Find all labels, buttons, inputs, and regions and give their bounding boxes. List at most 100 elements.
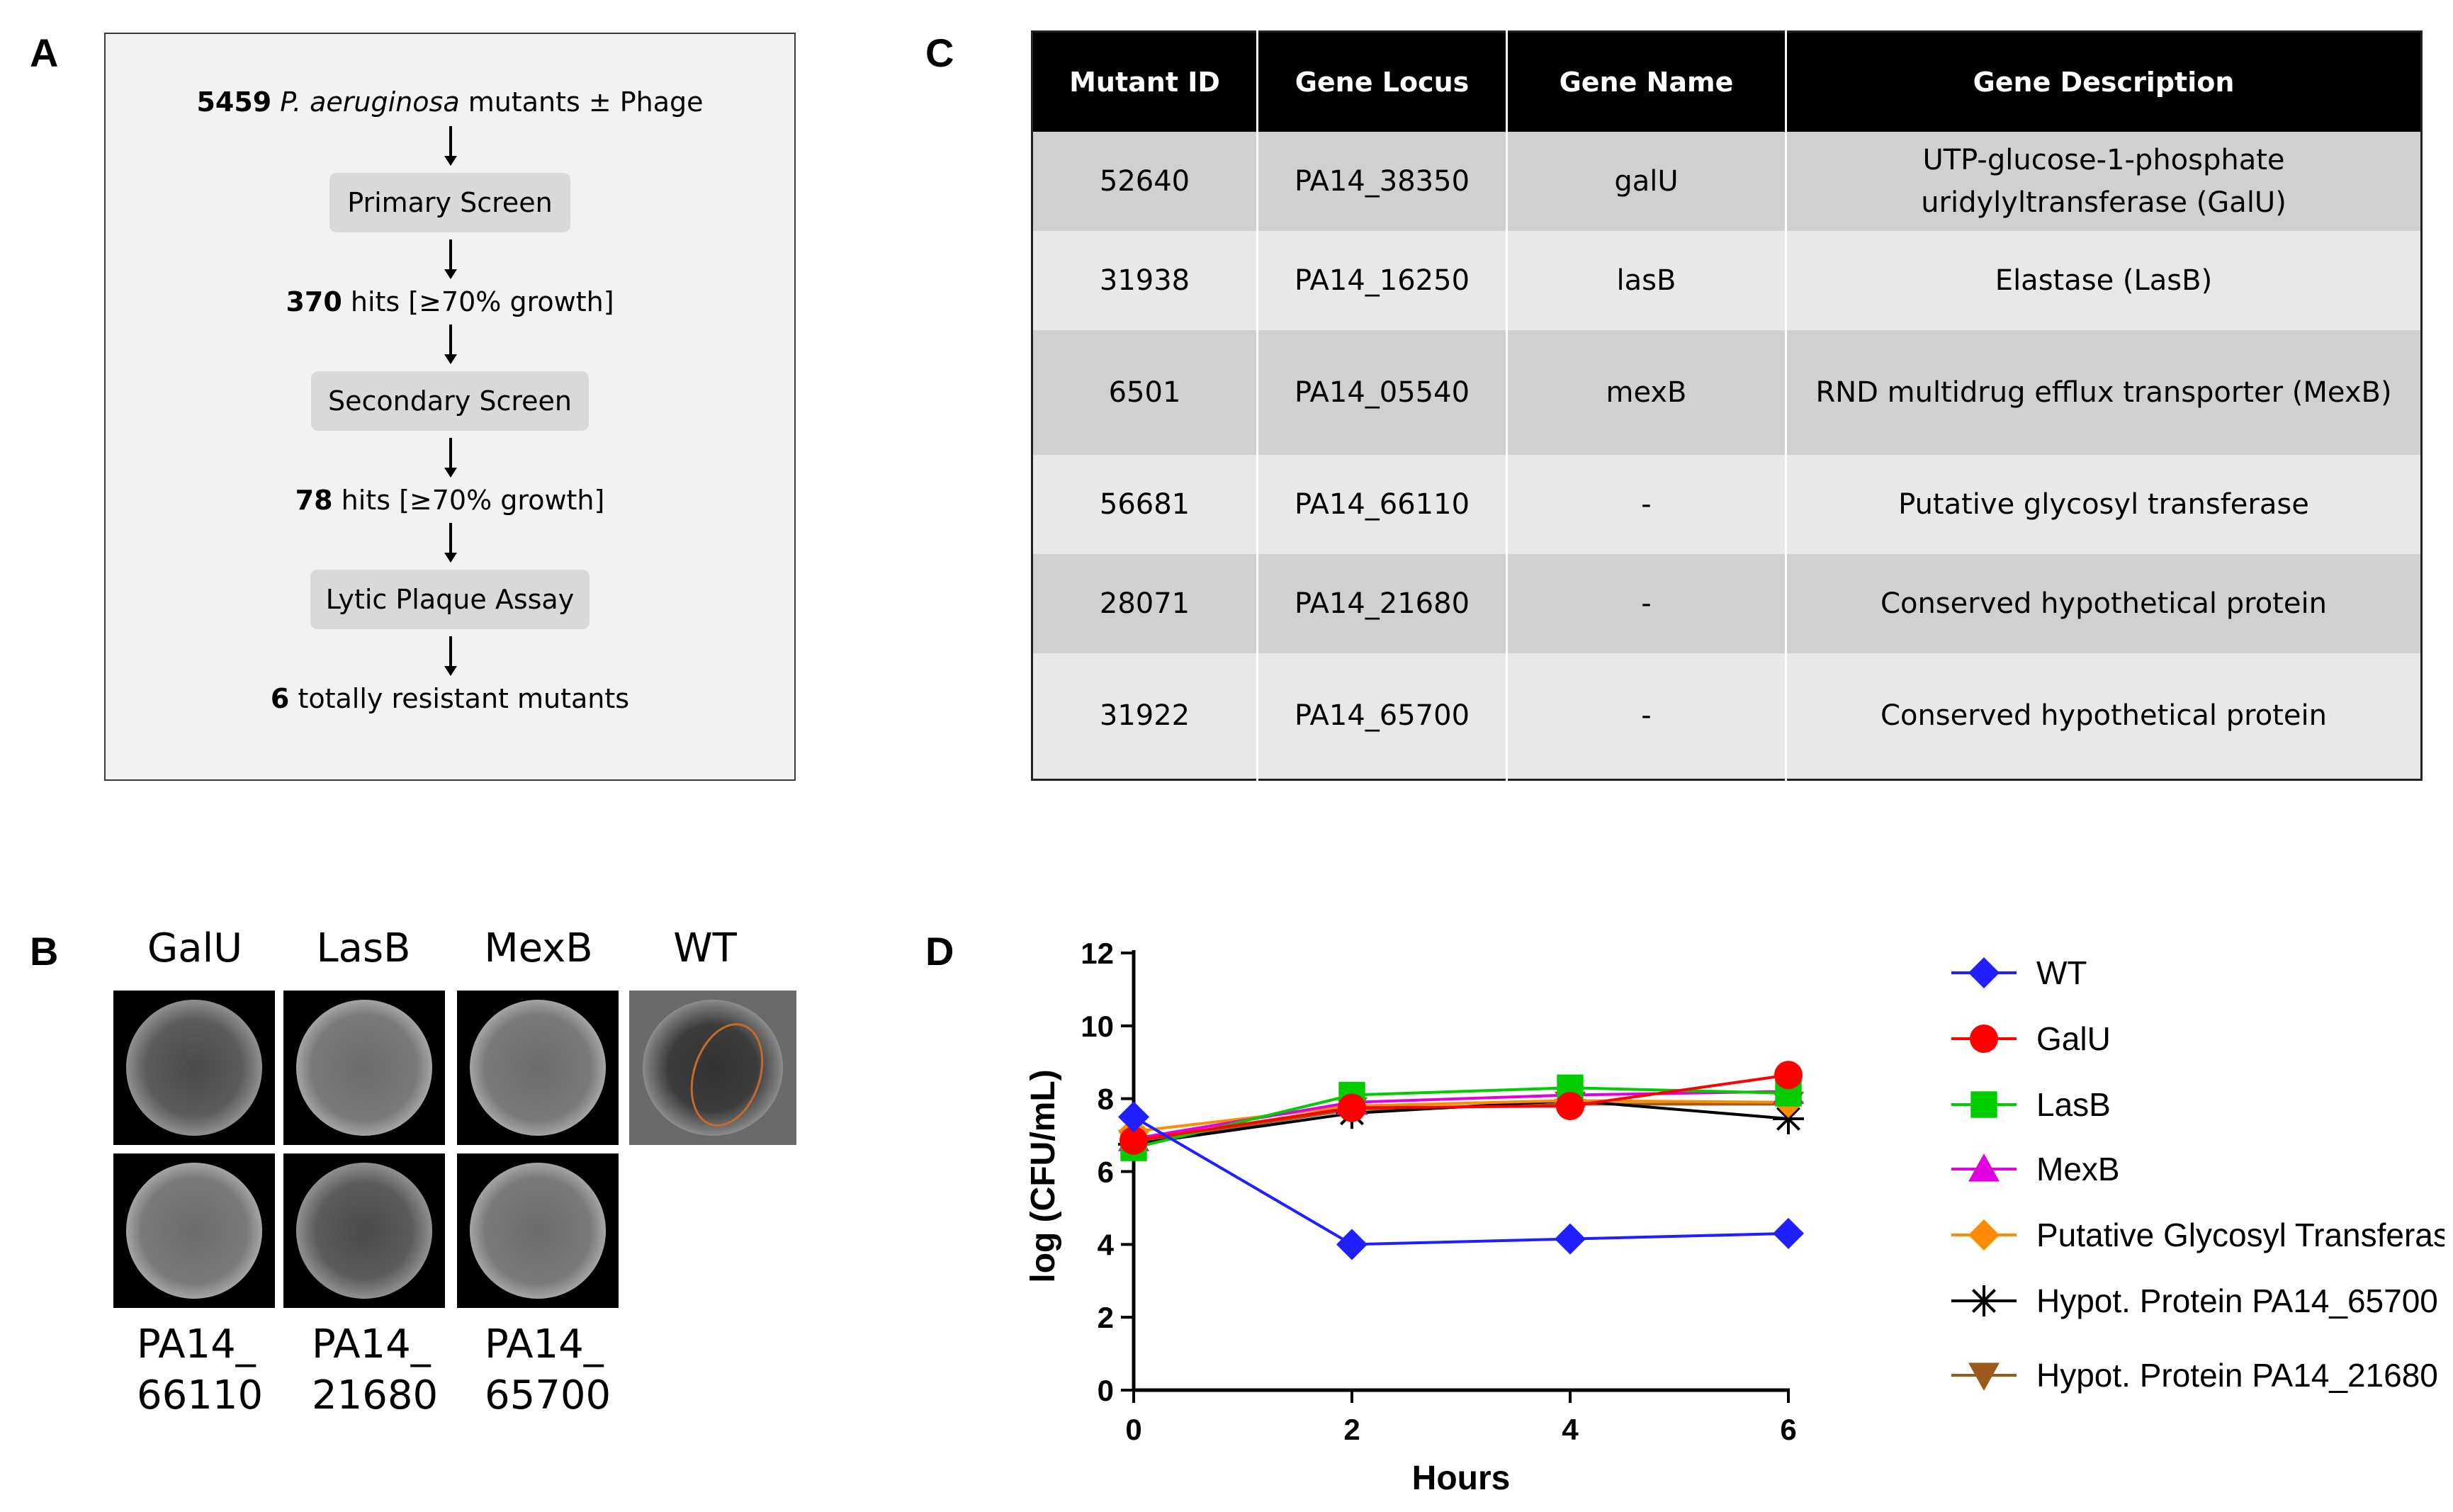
x-tick-label: 4 <box>1562 1413 1579 1446</box>
table-row: 31922 PA14_65700 - Conserved hypothetica… <box>1032 653 2422 779</box>
star-stroke <box>1972 1289 1996 1313</box>
cell-gene-locus: PA14_66110 <box>1257 455 1508 554</box>
y-tick-label: 6 <box>1098 1156 1114 1189</box>
plate-image-galu <box>113 991 275 1145</box>
flow-arrow-3 <box>444 325 457 364</box>
mutant-gene-table: Mutant ID Gene Locus Gene Name Gene Desc… <box>1031 30 2423 781</box>
flow-hits-2-count: 78 <box>295 485 333 516</box>
legend-item: Hypot. Protein PA14_65700 <box>1951 1282 2438 1319</box>
series-line-0 <box>1132 1115 1789 1246</box>
y-tick-label: 0 <box>1098 1374 1114 1407</box>
legend-marker <box>1968 957 2000 988</box>
legend-label: Hypot. Protein PA14_65700 <box>2036 1282 2438 1319</box>
data-point <box>1118 1101 1149 1133</box>
flow-hits-2: 78 hits [≥70% growth] <box>106 483 794 517</box>
plate-label-mexb: MexB <box>484 925 593 971</box>
plate-sublabel-pa14-21680: PA14_ 21680 <box>312 1319 438 1421</box>
y-tick-label: 4 <box>1098 1228 1115 1261</box>
cell-mutant-id: 28071 <box>1032 554 1258 653</box>
axes: 0 2 4 6 8 10 12 0 2 4 6 <box>1081 937 1796 1446</box>
x-tick-label: 6 <box>1780 1413 1796 1446</box>
plate-image-mexb <box>457 991 619 1145</box>
plate-dish <box>296 1163 432 1299</box>
flow-start-count: 5459 <box>196 86 272 118</box>
plate-dish <box>642 1000 784 1136</box>
cell-gene-locus: PA14_16250 <box>1257 231 1508 330</box>
flow-final-rest: totally resistant mutants <box>298 683 630 714</box>
cell-gene-name: lasB <box>1506 231 1787 330</box>
cell-mutant-id: 31922 <box>1032 653 1258 779</box>
legend-label: Hypot. Protein PA14_21680 <box>2036 1357 2438 1394</box>
legend-label: GalU <box>2036 1020 2111 1057</box>
legend-item: WT <box>1951 954 2087 991</box>
flow-arrow-2 <box>444 239 457 279</box>
plate-sublabel-pa14-65700: PA14_ 65700 <box>485 1319 611 1421</box>
plate-sublabel-pa14-66110: PA14_ 66110 <box>137 1319 263 1421</box>
data-point <box>1556 1091 1584 1120</box>
legend-marker <box>1970 1091 1997 1118</box>
plate-image-pa14-65700 <box>457 1153 619 1308</box>
table-row: 56681 PA14_66110 - Putative glycosyl tra… <box>1032 455 2422 554</box>
flow-start-rest: mutants ± Phage <box>468 86 704 118</box>
plate-image-lasb <box>283 991 445 1145</box>
cell-gene-description: Conserved hypothetical protein <box>1786 554 2422 653</box>
legend-label: Putative Glycosyl Transferase <box>2036 1217 2444 1253</box>
series-line-4 <box>1133 1099 1789 1133</box>
cell-gene-description: Elastase (LasB) <box>1786 231 2422 330</box>
table-header-row: Mutant ID Gene Locus Gene Name Gene Desc… <box>1032 31 2422 132</box>
data-point <box>1120 1126 1148 1155</box>
flow-hits-1: 370 hits [≥70% growth] <box>106 285 794 319</box>
panel-label-b: B <box>30 929 59 974</box>
legend-label: LasB <box>2036 1086 2111 1123</box>
legend: WT GalU LasB MexB Putative Glycosyl Transfer… <box>1951 954 2444 1394</box>
legend-marker <box>1970 1025 1998 1053</box>
table-header-mutant-id: Mutant ID <box>1032 31 1258 132</box>
legend-item: MexB <box>1951 1151 2120 1187</box>
flow-arrow-1 <box>444 126 457 166</box>
y-tick-label: 8 <box>1098 1083 1114 1116</box>
cell-mutant-id: 31938 <box>1032 231 1258 330</box>
cell-gene-description: RND multidrug efflux transporter (MexB) <box>1786 330 2422 455</box>
cell-gene-name: - <box>1506 653 1787 779</box>
cell-gene-name: - <box>1506 455 1787 554</box>
table-row: 31938 PA14_16250 lasB Elastase (LasB) <box>1032 231 2422 330</box>
cell-gene-locus: PA14_05540 <box>1257 330 1508 455</box>
plate-image-pa14-21680 <box>283 1153 445 1308</box>
x-tick-label: 0 <box>1125 1413 1141 1446</box>
legend-marker <box>1968 1153 2000 1182</box>
screening-flowchart: 5459 P. aeruginosa mutants ± Phage Prima… <box>104 33 796 781</box>
plate-sublabel-line-1: PA14_ <box>485 1321 604 1367</box>
table-row: 28071 PA14_21680 - Conserved hypothetica… <box>1032 554 2422 653</box>
data-point <box>1555 1223 1586 1255</box>
plate-label-lasb: LasB <box>316 925 411 971</box>
plate-dish <box>126 1000 262 1136</box>
panel-label-d: D <box>925 929 954 974</box>
x-tick-label: 2 <box>1343 1413 1360 1446</box>
plate-label-wt: WT <box>673 925 737 971</box>
star-stroke <box>1776 1106 1800 1131</box>
cell-gene-locus: PA14_65700 <box>1257 653 1508 779</box>
table-header-gene-name: Gene Name <box>1506 31 1787 132</box>
plate-sublabel-line-2: 21680 <box>312 1372 439 1418</box>
cell-description-line-1: UTP-glucose-1-phosphate <box>1922 144 2285 176</box>
panel-label-c: C <box>925 30 954 75</box>
data-point <box>1773 1217 1804 1249</box>
flow-start: 5459 P. aeruginosa mutants ± Phage <box>106 85 794 119</box>
flow-hits-1-rest: hits [≥70% growth] <box>350 286 614 317</box>
cell-gene-name: mexB <box>1506 330 1787 455</box>
legend-label: MexB <box>2036 1151 2120 1187</box>
legend-item: Hypot. Protein PA14_21680 <box>1951 1357 2438 1394</box>
flow-hits-2-rest: hits [≥70% growth] <box>341 485 605 516</box>
flow-arrow-4 <box>444 438 457 478</box>
cell-description-line-2: uridylyltransferase (GalU) <box>1921 186 2286 219</box>
plate-sublabel-line-1: PA14_ <box>137 1321 256 1367</box>
flow-arrow-5 <box>444 523 457 563</box>
plate-label-galu: GalU <box>147 925 243 971</box>
table-header-gene-description: Gene Description <box>1786 31 2422 132</box>
flow-arrow-6 <box>444 636 457 676</box>
plate-dish <box>296 1000 432 1136</box>
data-point <box>1774 1061 1803 1090</box>
plate-sublabel-line-2: 65700 <box>485 1372 611 1418</box>
data-point <box>1338 1093 1366 1122</box>
plate-sublabel-line-1: PA14_ <box>312 1321 431 1367</box>
